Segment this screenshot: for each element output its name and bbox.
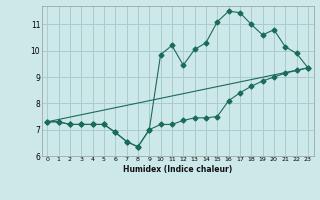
- X-axis label: Humidex (Indice chaleur): Humidex (Indice chaleur): [123, 165, 232, 174]
